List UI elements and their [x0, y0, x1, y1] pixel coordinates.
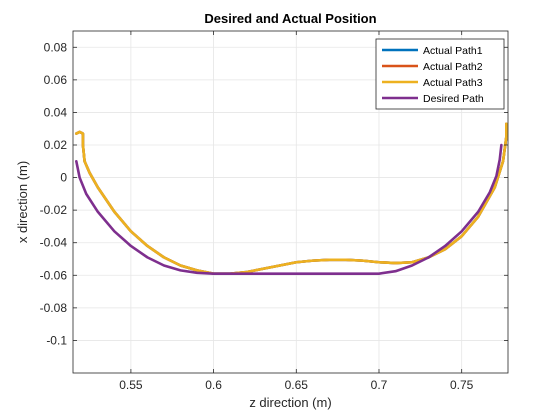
legend: Actual Path1 Actual Path2 Actual Path3 Desi… [375, 38, 505, 110]
legend-label: Desired Path [423, 93, 484, 105]
legend-label: Actual Path1 [423, 45, 483, 57]
ticks: 0.55 0.6 0.65 0.7 0.75 0.08 0.06 0.04 0.02 0 -0.02… [40, 31, 508, 392]
y-tick-label: 0.08 [44, 40, 68, 54]
series-layer [75, 122, 508, 275]
chart-title: Desired and Actual Position [204, 11, 376, 26]
legend-label: Actual Path2 [423, 61, 483, 73]
y-tick-label: -0.08 [40, 301, 68, 315]
series-line-desired-path [75, 143, 503, 275]
y-tick-label: -0.1 [46, 333, 67, 347]
y-tick-label: 0 [60, 171, 67, 185]
plot-border [72, 30, 509, 374]
y-tick-label: 0.04 [44, 105, 68, 119]
x-tick-label: 0.75 [450, 378, 474, 392]
x-tick-label: 0.7 [371, 378, 388, 392]
y-tick-label: -0.02 [40, 203, 68, 217]
y-axis-label: x direction (m) [15, 161, 30, 243]
x-tick-label: 0.6 [205, 378, 222, 392]
series-line-actual-path3 [75, 122, 508, 275]
y-tick-label: 0.02 [44, 138, 68, 152]
y-tick-label: -0.04 [40, 236, 68, 250]
x-axis-label: z direction (m) [249, 395, 331, 410]
y-tick-label: 0.06 [44, 73, 68, 87]
x-tick-label: 0.65 [285, 378, 309, 392]
x-tick-label: 0.55 [119, 378, 143, 392]
legend-label: Actual Path3 [423, 77, 483, 89]
y-tick-label: -0.06 [40, 268, 68, 282]
